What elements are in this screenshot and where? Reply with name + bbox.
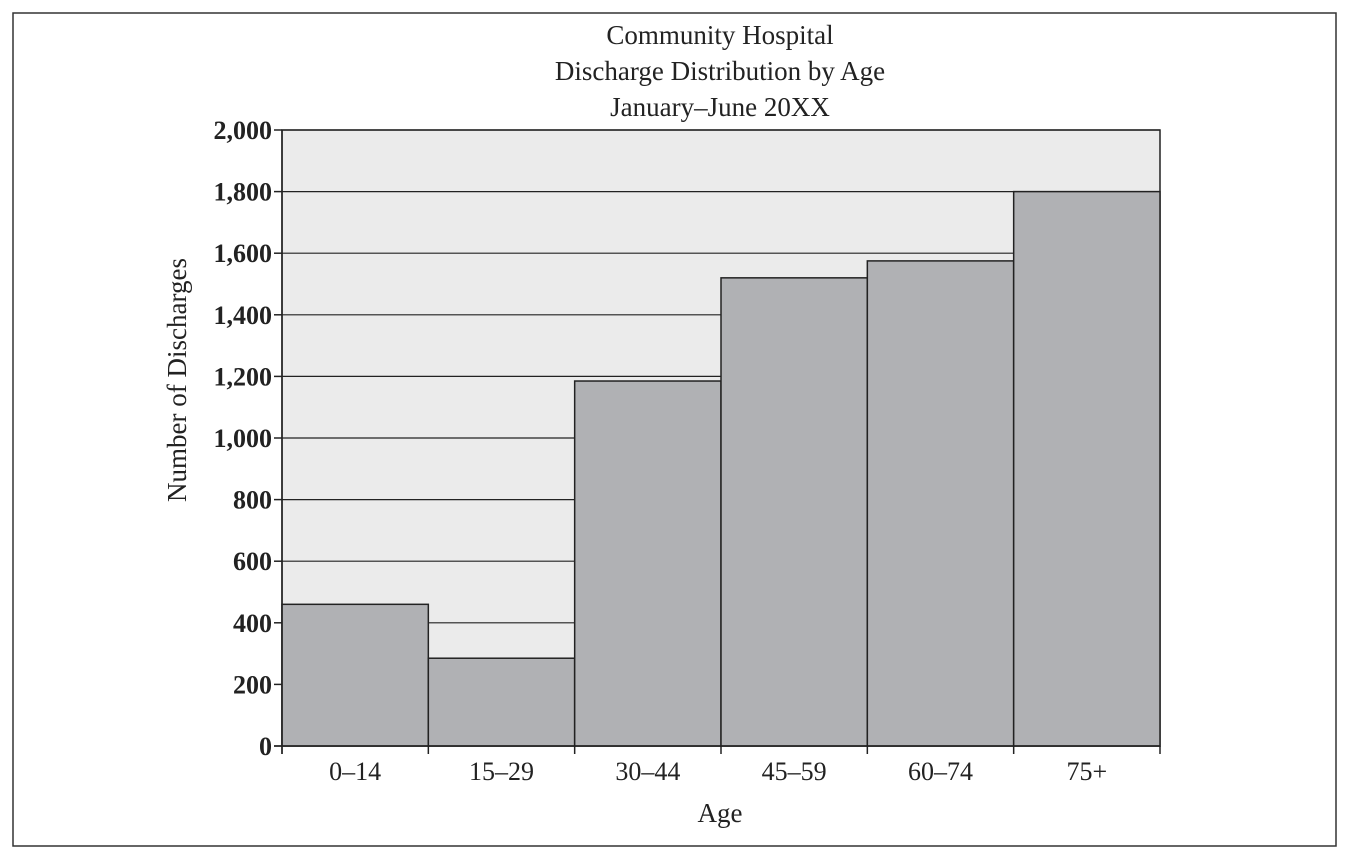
x-tick-label: 30–44 — [615, 757, 680, 786]
y-tick-label: 800 — [233, 486, 272, 515]
y-tick-label: 1,400 — [214, 301, 273, 330]
chart-title-line-1: Community Hospital — [606, 20, 833, 50]
y-tick-label: 2,000 — [214, 116, 273, 145]
x-axis-label: Age — [698, 798, 743, 828]
bar — [720, 277, 869, 747]
bar — [427, 657, 576, 747]
bar — [1012, 190, 1161, 747]
x-tick-label: 0–14 — [329, 757, 381, 786]
x-tick-label: 15–29 — [469, 757, 534, 786]
y-tick-label: 600 — [233, 547, 272, 576]
y-tick-label: 1,600 — [214, 239, 273, 268]
y-tick-label: 400 — [233, 609, 272, 638]
y-tick-label: 0 — [259, 732, 272, 761]
x-tick-label: 75+ — [1066, 757, 1107, 786]
y-tick-label: 1,000 — [214, 424, 273, 453]
chart-title-line-2: Discharge Distribution by Age — [555, 56, 885, 86]
y-tick-label: 1,800 — [214, 178, 273, 207]
x-tick-label: 60–74 — [908, 757, 973, 786]
axes: 0 200 400 600 800 1,000 1,200 1,400 1,600 1,800 2,… — [214, 116, 1161, 786]
y-axis-label: Number of Discharges — [162, 258, 192, 502]
bar — [573, 380, 722, 747]
bar — [281, 603, 430, 747]
y-tick-label: 200 — [233, 670, 272, 699]
chart-title-line-3: January–June 20XX — [610, 92, 830, 122]
x-tick-label: 45–59 — [762, 757, 827, 786]
bar — [866, 260, 1015, 747]
y-tick-label: 1,200 — [214, 362, 273, 391]
